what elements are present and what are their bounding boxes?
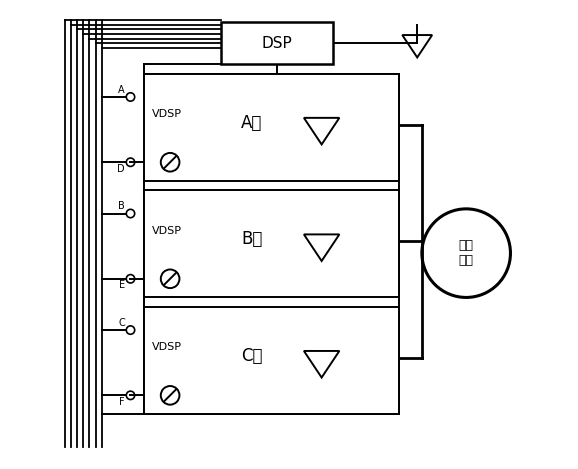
Text: VDSP: VDSP: [151, 109, 181, 119]
Text: DSP: DSP: [262, 36, 292, 51]
Text: D: D: [117, 164, 125, 174]
Text: F: F: [119, 397, 125, 407]
Text: B相: B相: [241, 230, 262, 248]
Text: A相: A相: [241, 113, 262, 132]
Bar: [144, 190, 399, 297]
Text: VDSP: VDSP: [151, 342, 181, 352]
Bar: [221, 23, 334, 64]
Bar: [144, 307, 399, 414]
Text: C相: C相: [241, 347, 262, 365]
Text: A: A: [118, 84, 125, 95]
Text: C: C: [118, 318, 125, 328]
Text: E: E: [118, 280, 125, 290]
Text: VDSP: VDSP: [151, 226, 181, 236]
Bar: [144, 74, 399, 181]
Text: 三相
电机: 三相 电机: [459, 239, 473, 267]
Text: B: B: [118, 201, 125, 211]
